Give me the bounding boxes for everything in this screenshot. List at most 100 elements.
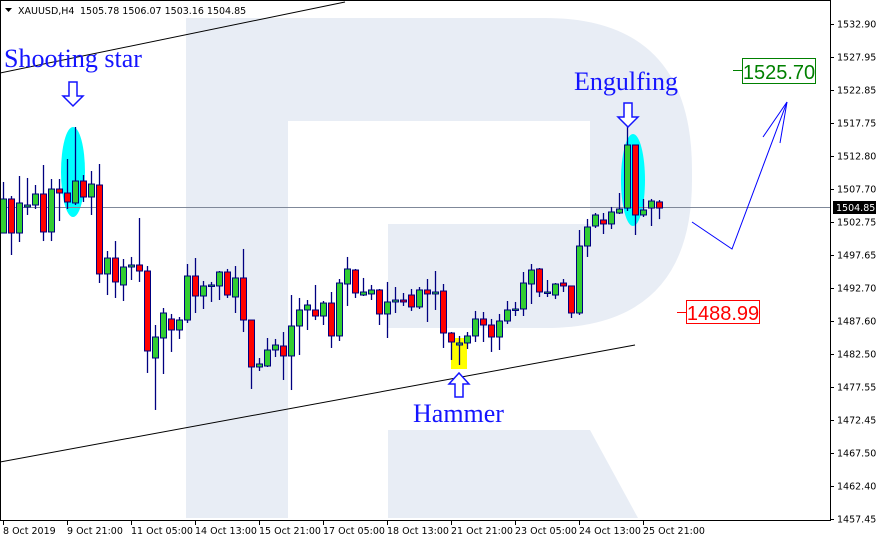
- time-tick-label: 14 Oct 13:00: [195, 526, 257, 537]
- candle-body: [200, 285, 207, 297]
- candle-body: [160, 312, 167, 339]
- bullish-candle: [432, 271, 439, 310]
- bullish-candle: [496, 313, 503, 350]
- bullish-candle: [232, 266, 239, 313]
- candle-body: [168, 318, 175, 331]
- bullish-candle: [120, 259, 127, 301]
- engulfing-arrow-icon: [616, 102, 640, 129]
- bearish-candle: [400, 292, 407, 306]
- watermark-logo: [186, 18, 692, 518]
- target-low-label: 1488.99: [677, 300, 760, 325]
- time-tick-label: 9 Oct 21:00: [67, 526, 123, 537]
- candle-body: [312, 309, 319, 317]
- bullish-candle: [88, 171, 95, 215]
- candle-body: [608, 211, 615, 225]
- current-price-text: 1504.85: [836, 203, 875, 214]
- candle-body: [632, 144, 639, 216]
- price-tick-label: 1472.45: [837, 416, 876, 427]
- candle-body: [296, 309, 303, 327]
- candle-body: [264, 349, 271, 367]
- price-tick-label: 1502.75: [837, 218, 876, 229]
- bearish-candle: [40, 164, 47, 242]
- bullish-candle: [104, 250, 111, 296]
- bullish-candle: [200, 280, 207, 309]
- candle-body: [576, 245, 583, 314]
- bullish-candle: [216, 271, 223, 301]
- candle-body: [96, 184, 103, 275]
- candle-body: [600, 219, 607, 225]
- candle-body: [528, 269, 535, 285]
- candle-body: [512, 308, 519, 311]
- candle-body: [192, 275, 199, 297]
- upper-trend-line[interactable]: [0, 1, 346, 74]
- candle-body: [144, 270, 151, 352]
- candle-body: [584, 226, 591, 247]
- candle-body: [72, 180, 79, 204]
- bullish-candle: [16, 176, 23, 243]
- ohlc-readout: 1505.78 1506.07 1503.16 1504.85: [80, 6, 246, 17]
- current-price-tag: 1504.85: [833, 201, 876, 214]
- bearish-candle: [80, 175, 87, 202]
- candle-body: [464, 335, 471, 344]
- bearish-candle: [488, 318, 495, 352]
- price-tick-label: 1477.55: [837, 383, 876, 394]
- candle-body: [456, 342, 463, 346]
- bullish-candle: [624, 122, 631, 211]
- bullish-candle: [32, 184, 39, 210]
- candle-body: [248, 319, 255, 368]
- bearish-candle: [480, 312, 487, 342]
- candle-body: [560, 282, 567, 287]
- candle-body: [0, 198, 7, 234]
- bullish-candle: [616, 193, 623, 214]
- bullish-candle: [296, 297, 303, 355]
- bearish-candle: [192, 258, 199, 313]
- time-axis[interactable]: 8 Oct 2019 9 Oct 21:00 11 Oct 05:00 14 Oct …: [3, 520, 705, 537]
- price-tick-label: 1497.65: [837, 251, 876, 262]
- bearish-candle: [136, 217, 143, 282]
- bearish-candle: [168, 313, 175, 352]
- bullish-candle: [264, 337, 271, 367]
- candle-body: [488, 324, 495, 338]
- bearish-candle: [352, 268, 359, 298]
- bearish-candle: [8, 196, 15, 255]
- bearish-candle: [632, 144, 639, 235]
- candle-body: [440, 290, 447, 334]
- bullish-candle: [184, 263, 191, 323]
- time-tick-label: 23 Oct 05:00: [515, 526, 577, 537]
- bullish-candle: [608, 206, 615, 230]
- candle-body: [408, 294, 415, 308]
- candle-body: [360, 291, 367, 296]
- candle-body: [352, 269, 359, 294]
- shooting-star-label: Shooting star: [4, 44, 142, 73]
- candle-body: [152, 336, 159, 359]
- bearish-candle: [144, 266, 151, 373]
- candle-body: [136, 264, 143, 272]
- candle-body: [80, 180, 87, 198]
- candle-body: [112, 257, 119, 283]
- triangle-down-icon[interactable]: [5, 8, 12, 12]
- candle-body: [208, 284, 215, 287]
- time-tick-label: 15 Oct 21:00: [259, 526, 321, 537]
- bearish-candle: [64, 159, 71, 210]
- bullish-candle: [392, 287, 399, 313]
- candle-body: [520, 282, 527, 310]
- candle-body: [424, 289, 431, 295]
- candle-body: [88, 183, 95, 198]
- candle-body: [176, 319, 183, 331]
- bearish-candle: [440, 283, 447, 348]
- candle-body: [104, 257, 111, 275]
- price-axis[interactable]: 1532.90 1527.95 1522.85 1517.75 1512.80 1507.…: [830, 20, 876, 526]
- bullish-candle: [592, 213, 599, 228]
- bullish-candle: [152, 325, 159, 410]
- candle-body: [624, 144, 631, 209]
- candle-body: [272, 344, 279, 351]
- lower-trend-line[interactable]: [0, 344, 636, 463]
- bullish-candle: [416, 287, 423, 309]
- bearish-candle: [240, 248, 247, 333]
- bullish-candle: [72, 127, 79, 206]
- candle-body: [288, 325, 295, 357]
- candle-body: [640, 209, 647, 216]
- time-tick-label: 11 Oct 05:00: [131, 526, 193, 537]
- bullish-candle: [360, 277, 367, 297]
